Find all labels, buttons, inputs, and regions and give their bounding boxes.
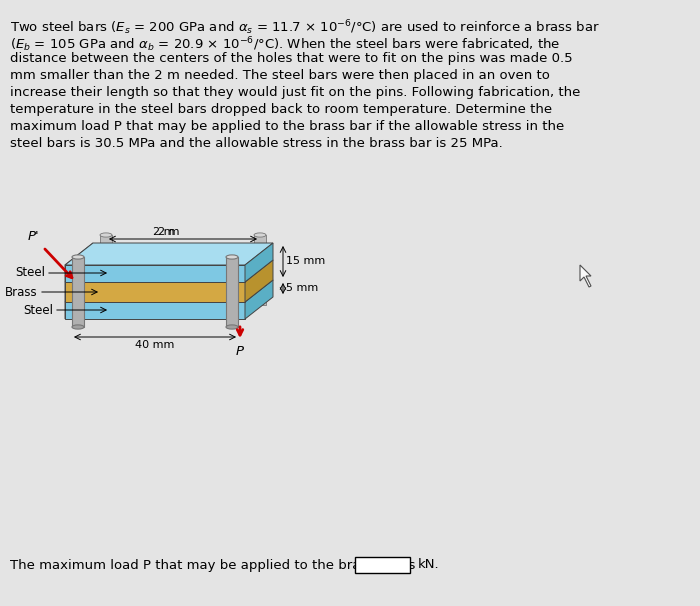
Text: kN.: kN. — [418, 559, 440, 571]
Text: mm smaller than the 2 m needed. The steel bars were then placed in an oven to: mm smaller than the 2 m needed. The stee… — [10, 69, 550, 82]
Text: maximum load P that may be applied to the brass bar if the allowable stress in t: maximum load P that may be applied to th… — [10, 120, 564, 133]
Polygon shape — [72, 257, 84, 327]
Text: temperature in the steel bars dropped back to room temperature. Determine the: temperature in the steel bars dropped ba… — [10, 103, 552, 116]
Polygon shape — [245, 260, 273, 302]
Text: 2 m: 2 m — [158, 227, 180, 237]
Text: P': P' — [27, 230, 39, 243]
Polygon shape — [65, 260, 273, 282]
Ellipse shape — [100, 233, 112, 237]
Polygon shape — [65, 282, 245, 302]
Text: Brass: Brass — [6, 285, 38, 299]
Polygon shape — [245, 280, 273, 319]
Text: 2 m: 2 m — [153, 227, 175, 237]
Text: Two steel bars ($E_s$ = 200 GPa and $\alpha_s$ = 11.7 × 10$^{-6}$/°C) are used t: Two steel bars ($E_s$ = 200 GPa and $\al… — [10, 18, 600, 37]
Polygon shape — [245, 243, 273, 282]
Polygon shape — [254, 235, 266, 305]
Polygon shape — [226, 257, 238, 327]
Text: steel bars is 30.5 MPa and the allowable stress in the brass bar is 25 MPa.: steel bars is 30.5 MPa and the allowable… — [10, 137, 503, 150]
Ellipse shape — [226, 325, 238, 329]
Text: P: P — [236, 345, 244, 358]
Text: 5 mm: 5 mm — [286, 283, 318, 293]
Text: 15 mm: 15 mm — [286, 256, 326, 266]
Polygon shape — [100, 235, 112, 305]
Polygon shape — [65, 265, 245, 282]
Ellipse shape — [226, 255, 238, 259]
Ellipse shape — [72, 325, 84, 329]
Polygon shape — [65, 243, 93, 319]
Polygon shape — [580, 265, 591, 287]
Text: The maximum load P that may be applied to the brass bar is: The maximum load P that may be applied t… — [10, 559, 415, 571]
Text: ($E_b$ = 105 GPa and $\alpha_b$ = 20.9 × 10$^{-6}$/°C). When the steel bars were: ($E_b$ = 105 GPa and $\alpha_b$ = 20.9 ×… — [10, 35, 561, 54]
Polygon shape — [65, 302, 245, 319]
Ellipse shape — [254, 233, 266, 237]
Polygon shape — [65, 280, 273, 302]
FancyBboxPatch shape — [355, 557, 410, 573]
Text: Steel: Steel — [23, 304, 53, 316]
Text: distance between the centers of the holes that were to fit on the pins was made : distance between the centers of the hole… — [10, 52, 573, 65]
Text: 40 mm: 40 mm — [135, 340, 175, 350]
Text: increase their length so that they would just fit on the pins. Following fabrica: increase their length so that they would… — [10, 86, 580, 99]
Text: Steel: Steel — [15, 267, 45, 279]
Polygon shape — [65, 243, 273, 265]
Ellipse shape — [72, 255, 84, 259]
